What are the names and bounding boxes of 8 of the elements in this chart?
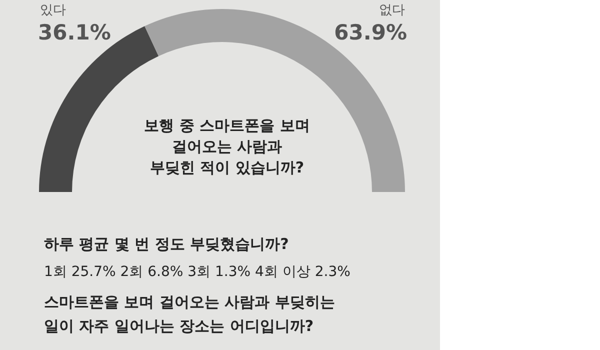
slice-label: 있다	[40, 3, 66, 18]
text: 보행 중 스마트폰을 보며 걸어오는 사람과 부딪힌 적이 있습니까?	[144, 116, 310, 176]
data-label: 63.9%	[334, 20, 408, 44]
text: 하루 평균 몇 번 정도 부딪혔습니까?	[44, 235, 289, 253]
text: 스마트폰을 보며 걸어오는 사람과 부딪히는 일이 자주 일어나는 장소는 어디입니까?	[44, 293, 335, 335]
text: 1회 25.7% 2회 6.8% 3회 1.3% 4회 이상 2.3%	[44, 264, 350, 280]
slice-label: 없다	[379, 3, 405, 18]
data-label: 36.1%	[38, 20, 111, 44]
